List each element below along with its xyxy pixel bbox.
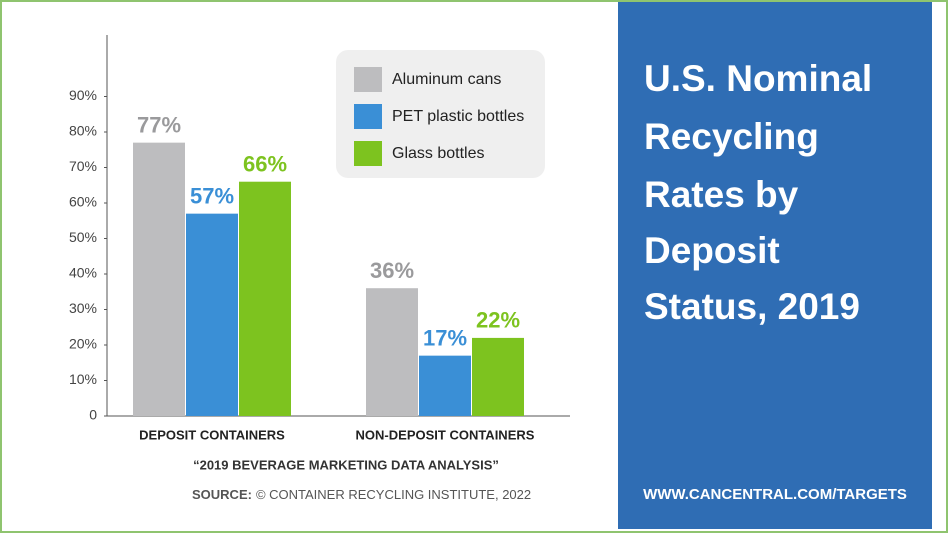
data-label: 36% (370, 258, 414, 283)
website: WWW.CANCENTRAL.COM/TARGETS (643, 486, 907, 503)
data-label: 17% (423, 325, 467, 350)
title-panel: U.S. Nominal Recycling Rates by Deposit … (618, 2, 932, 529)
source-label: SOURCE: (192, 487, 252, 502)
legend-swatch (354, 104, 382, 129)
y-tick-label: 30% (69, 300, 97, 316)
bar (419, 355, 471, 416)
title-line: U.S. Nominal (644, 58, 873, 99)
legend-swatch (354, 67, 382, 92)
bar (239, 181, 291, 416)
data-label: 57% (190, 183, 234, 208)
y-tick-label: 50% (69, 229, 97, 245)
data-label: 77% (137, 112, 181, 137)
x-tick-label: DEPOSIT CONTAINERS (139, 427, 285, 442)
title-line: Recycling (644, 116, 819, 157)
y-tick-label: 80% (69, 123, 97, 139)
y-tick-label: 40% (69, 265, 97, 281)
title-line: Deposit (644, 230, 780, 271)
data-label: 22% (476, 308, 520, 333)
bar (186, 213, 238, 416)
legend-label: Aluminum cans (392, 71, 501, 88)
y-tick-label: 70% (69, 158, 97, 174)
legend-label: PET plastic bottles (392, 108, 524, 125)
title-line: Rates by (644, 174, 799, 215)
y-tick-label: 90% (69, 87, 97, 103)
bar (133, 142, 185, 416)
source-line: SOURCE: © CONTAINER RECYCLING INSTITUTE, … (192, 487, 531, 502)
bar (366, 288, 418, 416)
data-label: 66% (243, 152, 287, 177)
x-tick-label: NON-DEPOSIT CONTAINERS (356, 427, 535, 442)
subtitle: “2019 BEVERAGE MARKETING DATA ANALYSIS” (193, 457, 499, 472)
source: © CONTAINER RECYCLING INSTITUTE, 2022 (256, 487, 531, 502)
y-tick-label: 0 (89, 407, 97, 423)
y-tick-label: 60% (69, 194, 97, 210)
chart: “2019 BEVERAGE MARKETING DATA ANALYSIS” … (69, 35, 570, 502)
legend-box (336, 50, 545, 178)
title-line: Status, 2019 (644, 286, 860, 327)
y-tick-label: 10% (69, 371, 97, 387)
y-tick-label: 20% (69, 336, 97, 352)
bar (472, 337, 524, 416)
legend-swatch (354, 141, 382, 166)
legend-label: Glass bottles (392, 145, 484, 162)
